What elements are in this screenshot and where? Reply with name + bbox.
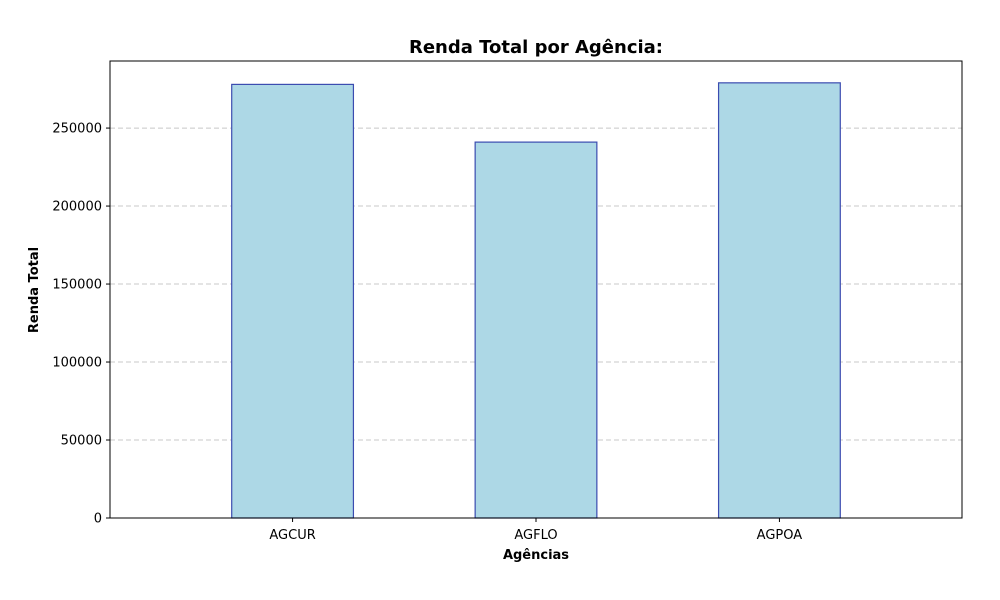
x-tick-label: AGPOA	[757, 528, 803, 543]
x-tick-label: AGCUR	[269, 528, 315, 543]
y-tick-label: 200000	[52, 200, 102, 215]
y-tick-label: 250000	[52, 122, 102, 137]
y-tick-label: 150000	[52, 278, 102, 293]
y-tick-label: 100000	[52, 356, 102, 371]
bars	[231, 82, 841, 519]
y-tick-label: 0	[94, 512, 102, 527]
x-axis-label: Agências	[503, 548, 569, 563]
x-axis-ticks: AGCUR AGFLO AGPOA	[269, 518, 802, 543]
bar-agcur	[231, 83, 355, 519]
bar-agflo	[474, 141, 598, 519]
bar-agpoa	[717, 82, 841, 519]
y-axis-label: Renda Total	[27, 247, 42, 333]
chart-title: Renda Total por Agência:	[409, 37, 663, 58]
x-tick-label: AGFLO	[514, 528, 557, 543]
y-axis-ticks: 0 50000 100000 150000 200000 250000	[52, 122, 110, 527]
y-tick-label: 50000	[61, 434, 102, 449]
